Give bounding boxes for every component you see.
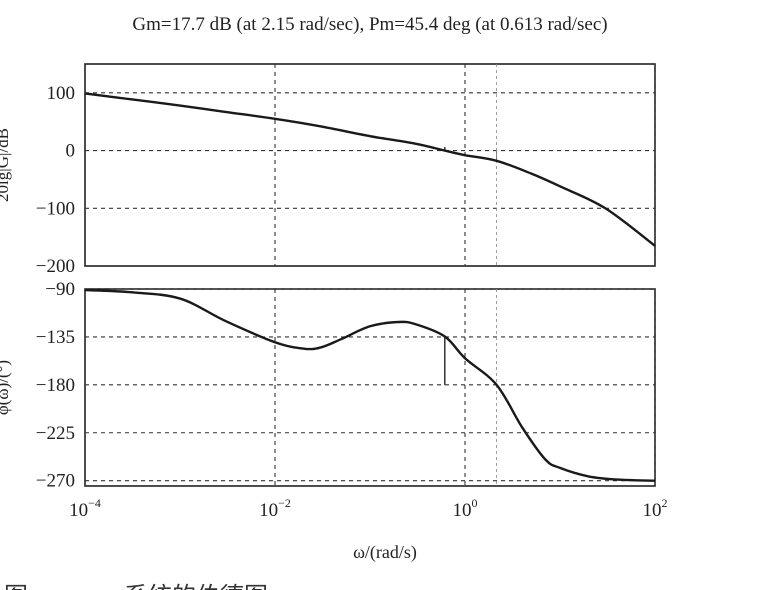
magnitude-plot-area [84,63,656,267]
magnitude-grid [85,64,656,266]
ph-ytick-label-2: −180 [36,375,75,396]
phase-curve [84,288,656,482]
magnitude-margin-markers [444,64,498,266]
x-tick-label-0: 10−4 [69,496,101,521]
x-axis-label: ω/(rad/s) [353,542,417,563]
magnitude-curve [84,92,656,247]
x-tick-label-2: 100 [453,496,478,521]
phase-x-ticks: 10−4 10−2 100 102 [69,496,667,521]
phase-y-ticks: −90 −135 −180 −225 −270 [36,279,75,492]
ph-ytick-label-1: −135 [36,327,75,348]
phase-panel: −90 −135 −180 −225 −270 10−4 10−2 100 102 φ(ω)/… [0,279,668,521]
mag-ytick-label-2: −100 [36,198,75,219]
x-tick-label-1: 10−2 [259,496,291,521]
mag-ytick-label-1: 0 [66,141,76,162]
ph-ytick-label-0: −90 [45,279,75,300]
figure-caption: 图 系统的伯德图 [4,582,268,590]
chart-title: Gm=17.7 dB (at 2.15 rad/sec), Pm=45.4 de… [132,14,607,35]
phase-plot-area [84,288,656,487]
mag-ytick-label-0: 100 [47,83,76,104]
mag-ytick-label-3: −200 [36,256,75,277]
magnitude-y-label: 20lg|G|/dB [0,128,12,202]
ph-ytick-label-3: −225 [36,423,75,444]
phase-y-label: φ(ω)/(°) [0,360,12,415]
magnitude-panel: 100 0 −100 −200 20lg|G|/dB [0,63,656,277]
x-tick-label-3: 102 [643,496,668,521]
phase-margin-markers [444,289,497,486]
phase-grid [85,288,656,486]
magnitude-y-ticks: 100 0 −100 −200 [36,83,75,277]
ph-ytick-label-4: −270 [36,471,75,492]
